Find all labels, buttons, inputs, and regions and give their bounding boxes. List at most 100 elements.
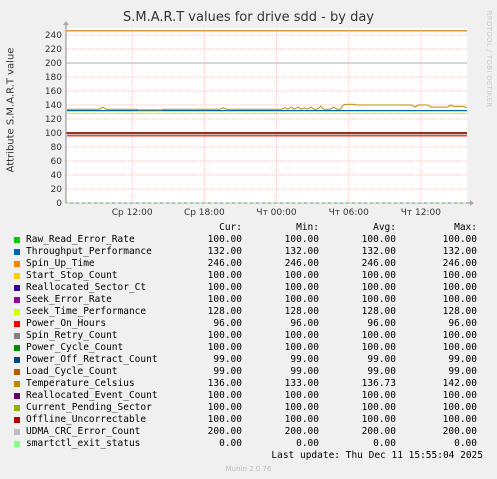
legend-row: Offline_Uncorrectable 100.00 100.00 100.00 1…: [0, 414, 497, 426]
legend-series-name: Temperature_Celsius: [26, 378, 135, 389]
y-axis-arrow: [63, 21, 69, 25]
legend-row: Power_On_Hours 96.00 96.00 96.00 96.00: [0, 318, 497, 330]
legend-min: 100.00: [284, 282, 319, 293]
legend-avg: 246.00: [361, 258, 396, 269]
x-tick-label: Чт 12:00: [401, 208, 441, 218]
y-tick-label: 240: [45, 31, 62, 41]
legend-max: 246.00: [442, 258, 477, 269]
y-tick-label: 0: [56, 199, 62, 209]
legend-series-name: Power_On_Hours: [26, 318, 107, 329]
legend-row: Seek_Error_Rate 100.00 100.00 100.00 100.00: [0, 294, 497, 306]
legend-row: Power_Off_Retract_Count 99.00 99.00 99.00 99…: [0, 354, 497, 366]
legend-row: Throughput_Performance 132.00 132.00 132.00…: [0, 246, 497, 258]
legend-max: 100.00: [442, 282, 477, 293]
legend-max: 96.00: [448, 318, 477, 329]
legend-series-name: Power_Cycle_Count: [26, 342, 124, 353]
legend-cur: 132.00: [207, 246, 242, 257]
y-tick-label: 140: [45, 101, 62, 111]
legend-row: Seek_Time_Performance 128.00 128.00 128.00 1…: [0, 306, 497, 318]
y-tick-label: 20: [51, 185, 63, 195]
legend-swatch: [14, 321, 20, 327]
x-tick-label: Ср 18:00: [184, 208, 225, 218]
legend-swatch: [14, 381, 20, 387]
legend-series-name: Load_Cycle_Count: [26, 366, 118, 377]
legend-swatch: [14, 405, 20, 411]
legend-cur: 100.00: [207, 342, 242, 353]
legend-min: 99.00: [290, 366, 319, 377]
legend-min: 133.00: [284, 378, 319, 389]
legend-max: 100.00: [442, 414, 477, 425]
legend-cur: 100.00: [207, 330, 242, 341]
legend-series-name: Power_Off_Retract_Count: [26, 354, 158, 365]
legend-avg: 128.00: [361, 306, 396, 317]
x-tick-label: Чт 06:00: [329, 208, 369, 218]
legend-series-name: Spin_Up_Time: [26, 258, 95, 269]
legend-swatch: [14, 369, 20, 375]
legend-series-name: Reallocated_Sector_Ct: [26, 282, 147, 293]
legend-cur: 0.00: [219, 438, 242, 449]
legend-avg: 100.00: [361, 402, 396, 413]
y-tick-label: 200: [45, 59, 62, 69]
legend-series-name: Seek_Error_Rate: [26, 294, 112, 305]
legend-min: 200.00: [284, 426, 319, 437]
legend-avg: 100.00: [361, 342, 396, 353]
legend-cur: 100.00: [207, 414, 242, 425]
legend-cur: 100.00: [207, 294, 242, 305]
legend-row: Spin_Up_Time 246.00 246.00 246.00 246.00: [0, 258, 497, 270]
legend-avg: 96.00: [367, 318, 396, 329]
legend-row: UDMA_CRC_Error_Count 200.00 200.00 200.00 20…: [0, 426, 497, 438]
x-tick-label: Ср 12:00: [112, 208, 153, 218]
legend-avg: 100.00: [361, 282, 396, 293]
legend-row: Reallocated_Event_Count 100.00 100.00 100.0…: [0, 390, 497, 402]
x-axis-arrow: [470, 200, 474, 206]
legend-avg: 100.00: [361, 390, 396, 401]
legend-row: Temperature_Celsius 136.00 133.00 136.73 142…: [0, 378, 497, 390]
legend-max: 100.00: [442, 294, 477, 305]
legend-max: 100.00: [442, 270, 477, 281]
legend-row: Start_Stop_Count 100.00 100.00 100.00 100.00: [0, 270, 497, 282]
legend-cur: 128.00: [207, 306, 242, 317]
legend-swatch: [14, 237, 20, 243]
legend-min: 100.00: [284, 294, 319, 305]
legend-cur: 100.00: [207, 402, 242, 413]
legend-min: 132.00: [284, 246, 319, 257]
legend-swatch: [14, 417, 20, 423]
legend-max: 99.00: [448, 366, 477, 377]
y-tick-label: 60: [51, 157, 63, 167]
y-tick-label: 40: [51, 171, 63, 181]
legend-avg: 132.00: [361, 246, 396, 257]
legend-avg: 136.73: [361, 378, 396, 389]
legend-row: smartctl_exit_status 0.00 0.00 0.00 0.00: [0, 438, 497, 450]
legend-max: 128.00: [442, 306, 477, 317]
legend-min: 100.00: [284, 330, 319, 341]
legend-row: Spin_Retry_Count 100.00 100.00 100.00 100.00: [0, 330, 497, 342]
legend-avg: 99.00: [367, 354, 396, 365]
legend-min: 246.00: [284, 258, 319, 269]
header-cur: Cur:: [219, 222, 242, 233]
legend-max: 142.00: [442, 378, 477, 389]
legend-min: 100.00: [284, 342, 319, 353]
x-tick-label: Чт 00:00: [256, 208, 296, 218]
legend-max: 132.00: [442, 246, 477, 257]
munin-version: Munin 2.0.76: [225, 465, 272, 473]
legend-min: 0.00: [296, 438, 319, 449]
legend-cur: 100.00: [207, 270, 242, 281]
legend-cur: 96.00: [213, 318, 242, 329]
legend-max: 100.00: [442, 330, 477, 341]
legend-avg: 100.00: [361, 270, 396, 281]
legend-row: Load_Cycle_Count 99.00 99.00 99.00 99.00: [0, 366, 497, 378]
legend-series-name: Spin_Retry_Count: [26, 330, 118, 341]
legend-swatch: [14, 357, 20, 363]
legend-cur: 246.00: [207, 258, 242, 269]
legend-row: Power_Cycle_Count 100.00 100.00 100.00 100.0…: [0, 342, 497, 354]
legend-avg: 0.00: [373, 438, 396, 449]
legend-series-name: Current_Pending_Sector: [26, 402, 152, 413]
y-tick-label: 100: [45, 129, 62, 139]
legend-cur: 99.00: [213, 354, 242, 365]
legend-max: 100.00: [442, 390, 477, 401]
legend-series-name: Reallocated_Event_Count: [26, 390, 158, 401]
legend-cur: 100.00: [207, 390, 242, 401]
legend-swatch: [14, 393, 20, 399]
legend-header: Cur: Min: Avg: Max:: [0, 222, 497, 234]
legend-cur: 200.00: [207, 426, 242, 437]
